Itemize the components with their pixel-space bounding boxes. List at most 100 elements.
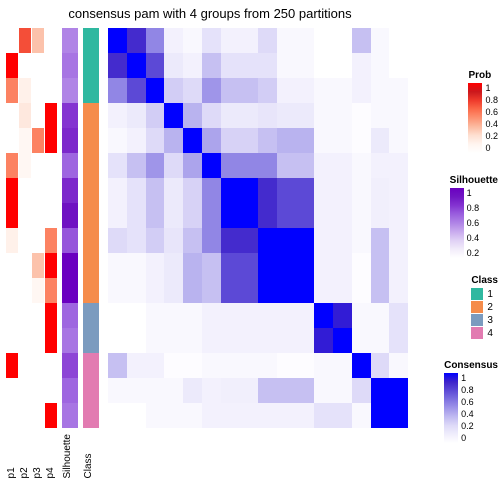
heatmap-cell xyxy=(352,28,371,53)
heatmap-cell xyxy=(352,153,371,178)
heatmap-cell xyxy=(202,353,221,378)
heatmap-cell xyxy=(277,28,296,53)
heatmap-cell xyxy=(146,403,165,428)
heatmap-cell xyxy=(164,128,183,153)
legend-tick: 0.2 xyxy=(467,248,480,258)
anno-cell xyxy=(83,203,99,228)
heatmap-cell xyxy=(202,278,221,303)
anno-col-silhouette xyxy=(62,28,78,428)
anno-cell xyxy=(62,153,78,178)
heatmap-cell xyxy=(164,103,183,128)
anno-cell xyxy=(45,353,57,378)
heatmap-cell xyxy=(164,178,183,203)
heatmap-cell xyxy=(258,53,277,78)
heatmap-cell xyxy=(183,153,202,178)
heatmap-cell xyxy=(371,128,390,153)
anno-cell xyxy=(19,253,31,278)
anno-cell xyxy=(6,353,18,378)
heatmap-cell xyxy=(183,353,202,378)
heatmap-cell xyxy=(371,328,390,353)
anno-cell xyxy=(62,203,78,228)
heatmap-cell xyxy=(258,303,277,328)
legend-tick: 0.6 xyxy=(461,397,474,407)
heatmap-cell xyxy=(146,178,165,203)
heatmap-cell xyxy=(258,153,277,178)
legend-class-swatch xyxy=(471,301,483,313)
heatmap-cell xyxy=(352,353,371,378)
anno-cell xyxy=(32,228,44,253)
anno-cell xyxy=(19,228,31,253)
heatmap-cell xyxy=(183,178,202,203)
heatmap-cell xyxy=(127,278,146,303)
heatmap-cell xyxy=(146,278,165,303)
heatmap-cell xyxy=(314,53,333,78)
heatmap-cell xyxy=(183,403,202,428)
heatmap-cell xyxy=(333,178,352,203)
legend-tick: 0.4 xyxy=(467,233,480,243)
heatmap-cell xyxy=(333,403,352,428)
heatmap-cell xyxy=(146,103,165,128)
heatmap-cell xyxy=(164,228,183,253)
anno-cell xyxy=(62,103,78,128)
heatmap-cell xyxy=(333,103,352,128)
heatmap-cell xyxy=(296,228,315,253)
heatmap-cell xyxy=(352,328,371,353)
anno-cell xyxy=(45,253,57,278)
heatmap-cell xyxy=(314,278,333,303)
anno-cell xyxy=(83,178,99,203)
heatmap-cell xyxy=(277,228,296,253)
heatmap-cell xyxy=(352,178,371,203)
heatmap-cell xyxy=(371,228,390,253)
heatmap-cell xyxy=(127,378,146,403)
heatmap-cell xyxy=(183,253,202,278)
heatmap-cell xyxy=(127,253,146,278)
heatmap-cell xyxy=(108,228,127,253)
legend-tick: 1 xyxy=(485,83,498,93)
anno-cell xyxy=(45,228,57,253)
legend-class-row: 2 xyxy=(471,301,498,313)
legend-tick: 0 xyxy=(485,143,498,153)
heatmap-cell xyxy=(183,278,202,303)
legend-tick: 0 xyxy=(461,433,474,443)
legend-consensus-gradient xyxy=(444,373,458,443)
anno-cell xyxy=(32,353,44,378)
heatmap-cell xyxy=(202,228,221,253)
heatmap-cell xyxy=(202,378,221,403)
heatmap-cell xyxy=(221,28,240,53)
anno-cell xyxy=(19,153,31,178)
heatmap-cell xyxy=(202,328,221,353)
anno-cell xyxy=(45,103,57,128)
heatmap-cell xyxy=(352,228,371,253)
legend-class-row: 3 xyxy=(471,314,498,326)
heatmap-cell xyxy=(239,278,258,303)
heatmap-cell xyxy=(164,153,183,178)
anno-cell xyxy=(32,153,44,178)
heatmap-cell xyxy=(127,328,146,353)
anno-cell xyxy=(6,203,18,228)
heatmap-cell xyxy=(202,303,221,328)
heatmap-cell xyxy=(108,103,127,128)
heatmap-cell xyxy=(108,78,127,103)
legend-consensus-title: Consensus xyxy=(444,360,498,371)
anno-cell xyxy=(19,178,31,203)
heatmap-cell xyxy=(146,128,165,153)
heatmap-cell xyxy=(389,128,408,153)
anno-cell xyxy=(32,103,44,128)
heatmap-cell xyxy=(333,303,352,328)
anno-cell xyxy=(83,328,99,353)
heatmap-cell xyxy=(146,203,165,228)
anno-cell xyxy=(62,53,78,78)
heatmap-cell xyxy=(296,28,315,53)
anno-cell xyxy=(6,178,18,203)
heatmap-cell xyxy=(352,403,371,428)
heatmap-cell xyxy=(277,403,296,428)
anno-cell xyxy=(6,28,18,53)
anno-cell xyxy=(32,403,44,428)
heatmap-cell xyxy=(108,353,127,378)
heatmap-cell xyxy=(221,353,240,378)
heatmap-cell xyxy=(389,103,408,128)
heatmap-cell xyxy=(164,353,183,378)
heatmap-cell xyxy=(314,103,333,128)
heatmap-cell xyxy=(389,28,408,53)
anno-cell xyxy=(6,328,18,353)
